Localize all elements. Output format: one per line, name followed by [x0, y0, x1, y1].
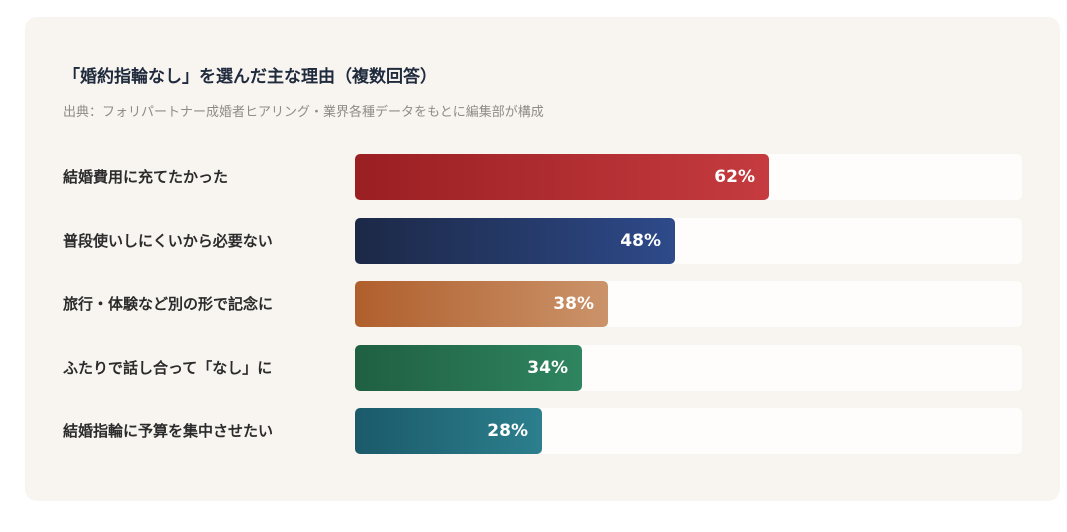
bar-track: 38% — [355, 281, 1022, 327]
bar: 34% — [355, 344, 582, 391]
bar-track: 28% — [355, 408, 1022, 454]
category-label: 普段使いしにくいから必要ない — [63, 231, 273, 250]
bar-row: ふたりで話し合って「なし」に 34% — [25, 344, 1060, 391]
bar-value-label: 62% — [714, 167, 755, 187]
chart-title: 「婚約指輪なし」を選んだ主な理由（複数回答） — [63, 67, 437, 87]
bar: 28% — [355, 408, 542, 454]
category-label: 結婚指輪に予算を集中させたい — [63, 422, 274, 440]
category-label: 旅行・体験など別の形で記念に — [63, 295, 274, 313]
bar-track: 62% — [355, 154, 1022, 200]
category-label: 結婚費用に充てたかった — [63, 168, 229, 186]
bar-track: 48% — [355, 217, 1022, 264]
bar-value-label: 28% — [487, 421, 528, 441]
category-label: ふたりで話し合って「なし」に — [63, 358, 273, 377]
bar-row: 旅行・体験など別の形で記念に 38% — [25, 281, 1060, 327]
bar-value-label: 48% — [620, 230, 661, 251]
bar: 48% — [355, 217, 675, 264]
bar-value-label: 38% — [553, 294, 594, 314]
bar-track: 34% — [355, 344, 1022, 391]
bar-value-label: 34% — [527, 357, 568, 378]
bar: 62% — [355, 154, 769, 200]
chart-source-note: 出典：フォリパートナー成婚者ヒアリング・業界各種データをもとに編集部が構成 — [63, 105, 544, 120]
chart-card: 「婚約指輪なし」を選んだ主な理由（複数回答） 出典：フォリパートナー成婚者ヒアリ… — [25, 17, 1060, 501]
bar: 38% — [355, 281, 608, 327]
bar-row: 結婚費用に充てたかった 62% — [25, 154, 1060, 200]
bar-row: 普段使いしにくいから必要ない 48% — [25, 217, 1060, 264]
bar-row: 結婚指輪に予算を集中させたい 28% — [25, 408, 1060, 454]
